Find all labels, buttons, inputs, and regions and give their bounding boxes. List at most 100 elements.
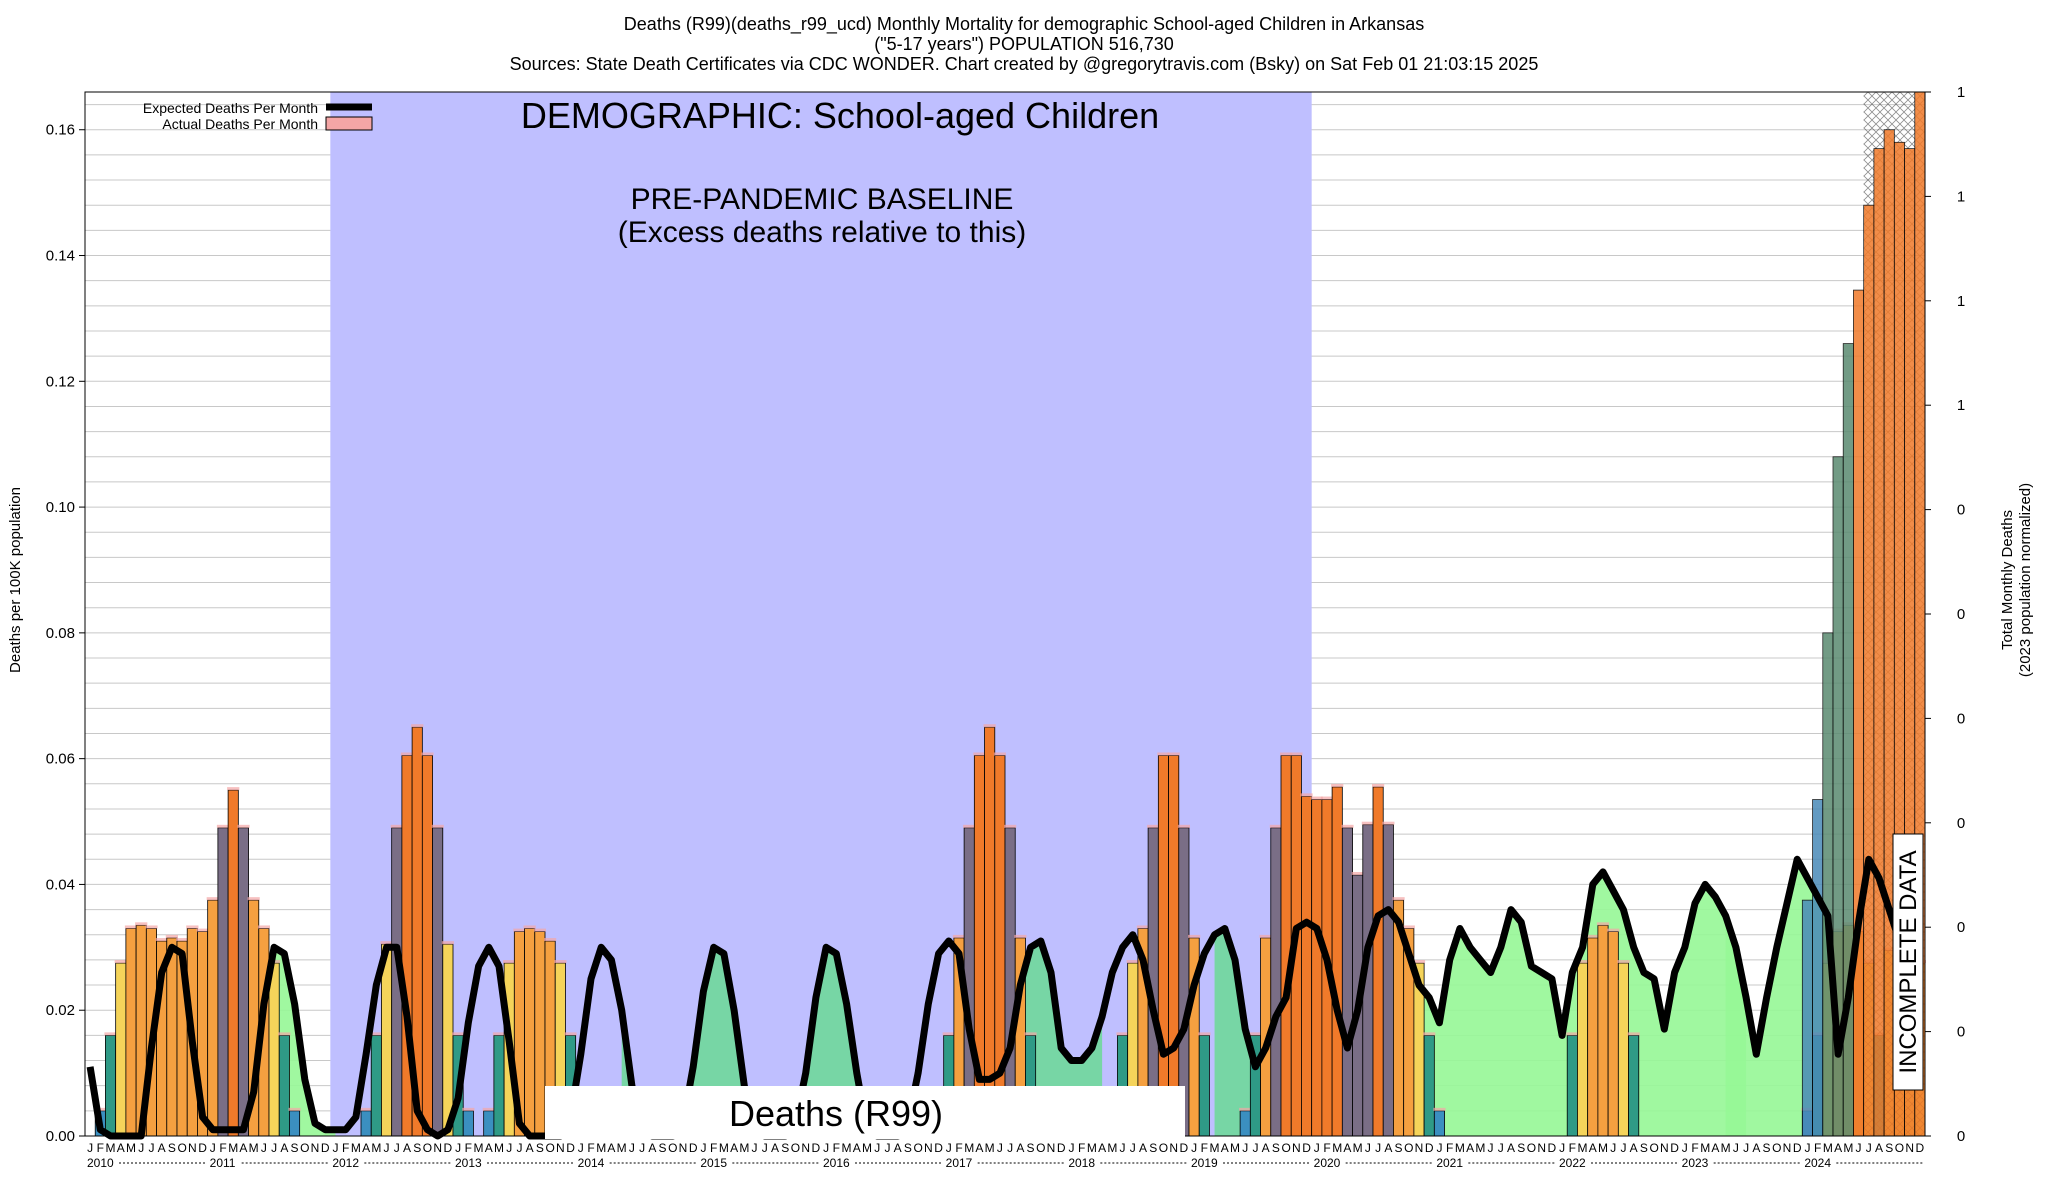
- month-tick-label: J: [1733, 1141, 1739, 1155]
- expected-area: [1398, 871, 1603, 1136]
- month-tick-label: O: [545, 1141, 554, 1155]
- year-tick-label: 2016: [823, 1156, 850, 1170]
- y2-tick-label: 0: [1957, 606, 1965, 623]
- actual-bar: [1433, 1110, 1445, 1137]
- actual-bar-cap: [1116, 1032, 1129, 1036]
- month-tick-label: A: [1711, 1141, 1719, 1155]
- month-tick-label: S: [1640, 1141, 1648, 1155]
- year-tick-label: 2022: [1559, 1156, 1586, 1170]
- month-tick-label: M: [494, 1141, 504, 1155]
- y2-tick-label: 0: [1957, 502, 1965, 519]
- actual-bar: [278, 1034, 290, 1137]
- actual-bar-cap: [1280, 752, 1293, 756]
- month-tick-label: A: [648, 1141, 656, 1155]
- actual-bar: [493, 1034, 505, 1137]
- month-tick-label: A: [1752, 1141, 1760, 1155]
- actual-bar-cap: [1433, 1107, 1446, 1111]
- actual-bar-2024: [1812, 799, 1824, 1137]
- actual-bar-cap: [963, 824, 976, 828]
- actual-bar-cap: [431, 824, 444, 828]
- actual-bar: [1423, 1034, 1435, 1137]
- month-tick-label: S: [1885, 1141, 1893, 1155]
- baseline-annotation-line2: (Excess deaths relative to this): [618, 216, 1027, 249]
- month-tick-label: A: [1262, 1141, 1270, 1155]
- y2-tick-label: 1: [1957, 397, 1965, 414]
- month-tick-label: N: [801, 1141, 810, 1155]
- month-tick-label: J: [394, 1141, 400, 1155]
- y2-tick-label: 0: [1957, 1128, 1965, 1145]
- chart-title-line-3: Sources: State Death Certificates via CD…: [509, 54, 1539, 74]
- actual-bar: [289, 1110, 301, 1137]
- actual-bar: [1280, 755, 1292, 1137]
- month-tick-label: D: [566, 1141, 575, 1155]
- actual-bar: [207, 899, 219, 1137]
- actual-bar-cap: [1310, 796, 1323, 800]
- legend-expected-label: Expected Deaths Per Month: [143, 100, 318, 116]
- month-tick-label: F: [1323, 1141, 1330, 1155]
- y-tick-label: 0.12: [46, 373, 75, 390]
- month-tick-label: F: [833, 1141, 840, 1155]
- month-tick-label: N: [1047, 1141, 1056, 1155]
- month-tick-label: S: [904, 1141, 912, 1155]
- y-axis-ticks: 0.00 0.02 0.04 0.06 0.08 0.10 0.12 0.14 0.16: [46, 122, 85, 1145]
- actual-bar-cap: [104, 1032, 117, 1036]
- actual-bar-cap: [983, 724, 996, 728]
- month-tick-label: M: [1455, 1141, 1465, 1155]
- month-tick-label: M: [1230, 1141, 1240, 1155]
- actual-bar: [1157, 755, 1169, 1137]
- month-tick-label: J: [1068, 1141, 1074, 1155]
- actual-bar: [432, 827, 444, 1137]
- actual-bar: [1577, 962, 1589, 1137]
- month-tick-label: N: [679, 1141, 688, 1155]
- actual-bar-cap: [993, 752, 1006, 756]
- month-tick-label: A: [607, 1141, 615, 1155]
- month-tick-label: M: [964, 1141, 974, 1155]
- month-tick-label: J: [261, 1141, 267, 1155]
- month-tick-label: D: [1793, 1141, 1802, 1155]
- month-tick-label: A: [485, 1141, 493, 1155]
- actual-bar-cap: [1341, 824, 1354, 828]
- month-tick-label: F: [1446, 1141, 1453, 1155]
- actual-bar: [1331, 786, 1343, 1137]
- actual-bar-cap: [1147, 824, 1160, 828]
- month-tick-label: J: [884, 1141, 890, 1155]
- month-tick-label: M: [862, 1141, 872, 1155]
- actual-bar-cap: [288, 1107, 301, 1111]
- year-tick-label: 2013: [455, 1156, 482, 1170]
- month-tick-label: M: [351, 1141, 361, 1155]
- actual-bar-cap: [1361, 821, 1374, 825]
- actual-bar-cap: [1157, 752, 1170, 756]
- month-tick-label: J: [1436, 1141, 1442, 1155]
- month-tick-label: M: [596, 1141, 606, 1155]
- month-tick-label: F: [465, 1141, 472, 1155]
- actual-bar-cap: [1249, 1032, 1262, 1036]
- actual-bar: [1311, 799, 1323, 1137]
- actual-bar: [483, 1110, 495, 1137]
- month-tick-label: S: [1517, 1141, 1525, 1155]
- month-tick-label: D: [1302, 1141, 1311, 1155]
- month-tick-label: J: [1191, 1141, 1197, 1155]
- month-tick-label: N: [1169, 1141, 1178, 1155]
- year-tick-label: 2011: [210, 1156, 236, 1170]
- expected-deaths-line: [86, 855, 1912, 1140]
- month-tick-label: D: [812, 1141, 821, 1155]
- month-tick-label: A: [1589, 1141, 1597, 1155]
- actual-bar: [105, 1034, 117, 1137]
- actual-bar-cap: [186, 925, 199, 929]
- month-tick-label: O: [177, 1141, 186, 1155]
- actual-bar-cap: [1382, 821, 1395, 825]
- cause-label-box: [545, 1086, 1185, 1139]
- y-tick-label: 0.02: [46, 1002, 75, 1019]
- incomplete-annotation: INCOMPLETE DATA: [1895, 850, 1922, 1073]
- actual-bar-cap: [360, 1107, 373, 1111]
- month-tick-label: N: [1537, 1141, 1546, 1155]
- actual-bar: [115, 962, 127, 1137]
- month-tick-label: O: [1036, 1141, 1045, 1155]
- month-tick-label: J: [1866, 1141, 1872, 1155]
- year-tick-label: 2023: [1682, 1156, 1709, 1170]
- actual-bar-cap: [176, 938, 189, 942]
- actual-bar-cap: [1566, 1032, 1579, 1036]
- month-tick-label: O: [668, 1141, 677, 1155]
- chart-title-line-2: ("5-17 years") POPULATION 516,730: [874, 34, 1174, 54]
